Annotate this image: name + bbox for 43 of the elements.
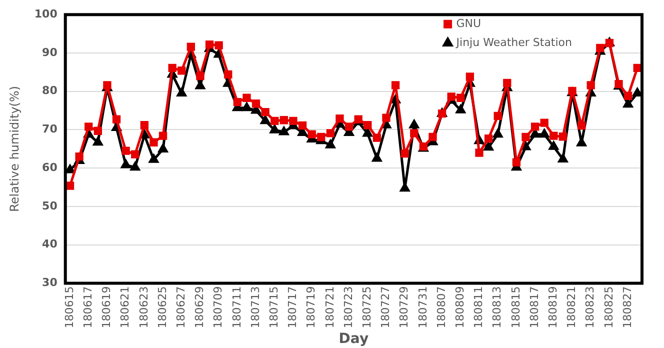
x-tick-label: 180629 bbox=[193, 286, 206, 328]
x-tick-label: 180715 bbox=[267, 286, 280, 328]
x-tick-label: 180729 bbox=[398, 286, 411, 328]
y-tick-label: 90 bbox=[42, 46, 58, 59]
x-tick-label: 180711 bbox=[230, 286, 244, 328]
x-tick-label: 180723 bbox=[342, 286, 355, 328]
x-tick-label: 180709 bbox=[212, 286, 225, 328]
y-tick-label: 100 bbox=[34, 7, 58, 20]
x-tick-label: 180721 bbox=[323, 286, 336, 328]
x-tick-label: 180821 bbox=[565, 286, 578, 328]
x-tick-label: 180717 bbox=[286, 286, 300, 328]
legend-label: GNU bbox=[456, 16, 482, 30]
x-tick-label: 180619 bbox=[100, 286, 114, 328]
x-tick-label: 180617 bbox=[81, 286, 94, 328]
y-tick-label: 40 bbox=[42, 238, 58, 251]
y-tick-label: 80 bbox=[42, 84, 58, 98]
x-tick-label: 180817 bbox=[528, 286, 541, 328]
y-tick-label: 50 bbox=[42, 199, 58, 212]
x-tick-label: 180623 bbox=[137, 286, 150, 328]
x-tick-label: 180815 bbox=[509, 286, 522, 328]
x-axis-title: Day bbox=[338, 331, 369, 348]
x-tick-label: 180731 bbox=[416, 286, 430, 328]
x-tick-label: 180809 bbox=[453, 286, 466, 328]
y-tick-label: 70 bbox=[42, 122, 58, 136]
x-tick-label: 180621 bbox=[118, 286, 132, 328]
x-tick-label: 180811 bbox=[472, 286, 486, 328]
legend-label: Jinju Weather Station bbox=[455, 36, 572, 49]
y-tick-label: 30 bbox=[42, 276, 58, 290]
x-tick-label: 180813 bbox=[490, 286, 504, 328]
x-tick-label: 180719 bbox=[304, 286, 318, 328]
x-tick-label: 180827 bbox=[620, 286, 634, 328]
x-tick-label: 180615 bbox=[62, 286, 76, 328]
x-tick-label: 180725 bbox=[360, 286, 374, 328]
x-tick-label: 180825 bbox=[602, 286, 616, 328]
y-axis-title: Relative humidity(%) bbox=[7, 86, 22, 212]
x-tick-label: 180819 bbox=[546, 286, 560, 328]
x-tick-label: 180627 bbox=[174, 286, 188, 328]
x-tick-label: 180713 bbox=[248, 286, 262, 328]
x-tick-label: 180807 bbox=[434, 286, 448, 328]
x-tick-label: 180625 bbox=[156, 286, 169, 328]
y-tick-label: 60 bbox=[42, 160, 58, 174]
x-tick-label: 180727 bbox=[379, 286, 392, 328]
x-tick-label: 180823 bbox=[584, 286, 597, 328]
